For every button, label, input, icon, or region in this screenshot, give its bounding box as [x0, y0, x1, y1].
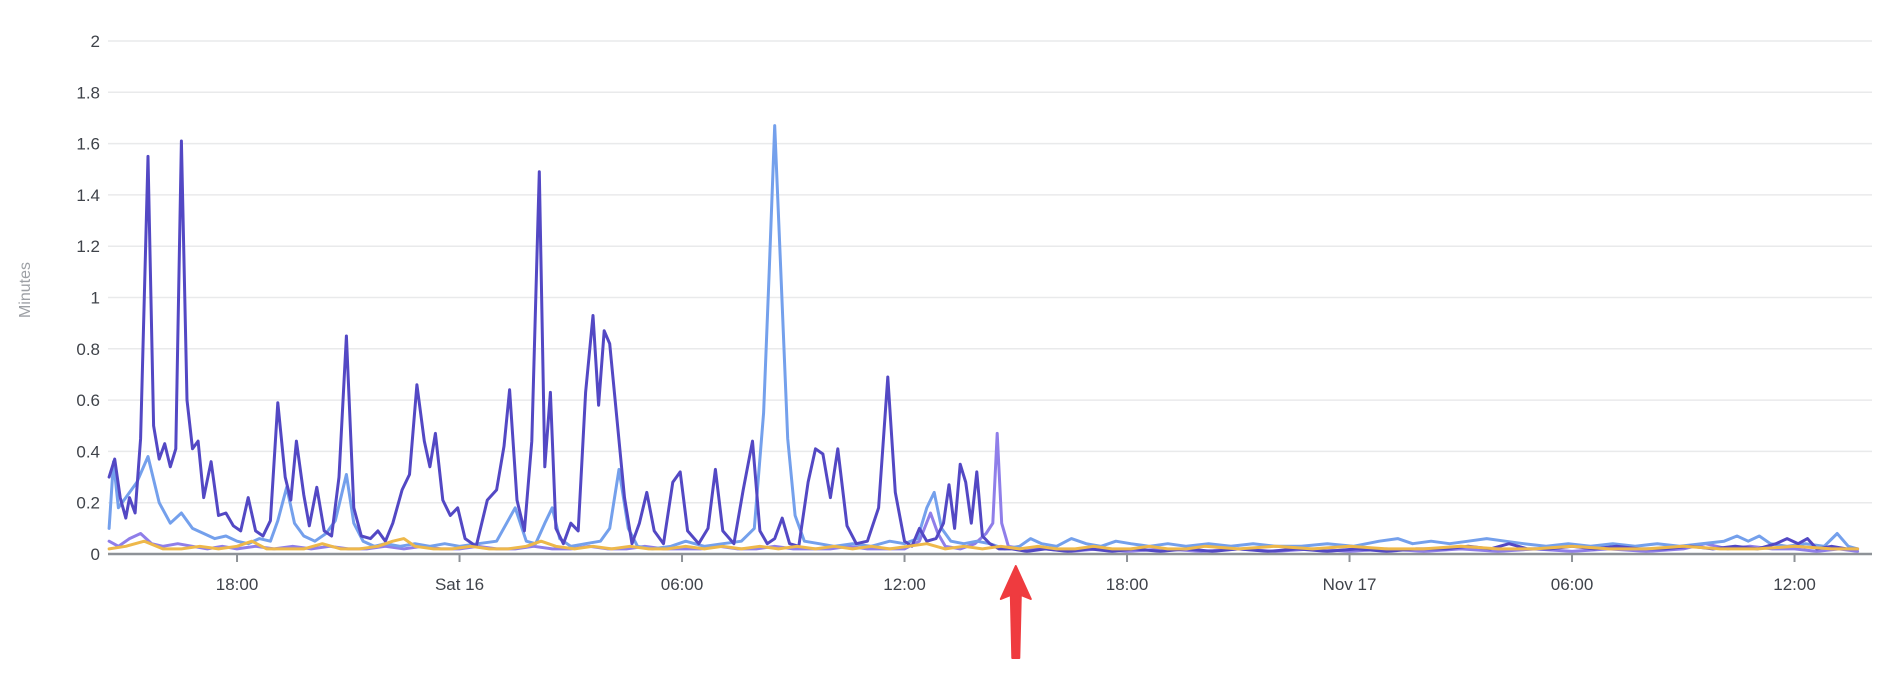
- x-tick-label: 18:00: [216, 575, 259, 594]
- orange-series-line: [107, 537, 1860, 551]
- x-tick-label: 12:00: [1773, 575, 1816, 594]
- axes: 0 0.2 0.4 0.6 0.8 1 1.2 1.4 1.6 1.8 2 18:00 Sat 16 06…: [76, 32, 1872, 594]
- series-lines: [107, 124, 1860, 553]
- y-tick-label: 1.2: [76, 237, 100, 256]
- annotations: [999, 565, 1032, 659]
- gridlines: [108, 40, 1872, 504]
- y-tick-label: 1: [91, 289, 100, 308]
- y-axis-title: Minutes: [17, 262, 34, 318]
- x-tick-label: Sat 16: [435, 575, 484, 594]
- red-arrow-annotation: [999, 565, 1032, 659]
- light-blue-series-line: [107, 124, 1860, 551]
- y-tick-label: 1.4: [76, 186, 100, 205]
- x-tick-label: Nov 17: [1323, 575, 1377, 594]
- indigo-series-line: [107, 139, 1860, 553]
- y-tick-label: 1.8: [76, 83, 100, 102]
- y-tick-label: 2: [91, 32, 100, 51]
- y-tick-label: 0.6: [76, 391, 100, 410]
- y-tick-label: 0: [91, 545, 100, 564]
- y-tick-label: 0.8: [76, 340, 100, 359]
- x-tick-label: 18:00: [1106, 575, 1149, 594]
- y-tick-label: 0.2: [76, 494, 100, 513]
- y-tick-label: 0.4: [76, 442, 100, 461]
- x-tick-label: 06:00: [661, 575, 704, 594]
- x-tick-label: 12:00: [883, 575, 926, 594]
- x-tick-label: 06:00: [1551, 575, 1594, 594]
- y-tick-label: 1.6: [76, 135, 100, 154]
